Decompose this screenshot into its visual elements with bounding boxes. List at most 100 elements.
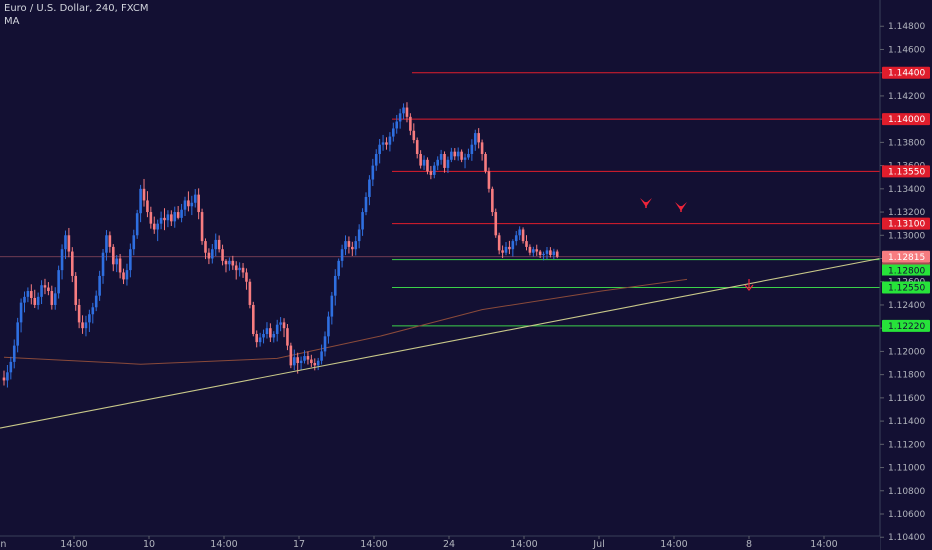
candle-body bbox=[542, 253, 545, 256]
secondary-price-tag: 1.12800 bbox=[888, 267, 925, 277]
candle-body bbox=[74, 275, 78, 305]
x-tick-label: 10 bbox=[143, 539, 155, 550]
candle-body bbox=[463, 157, 467, 160]
y-tick-label: 1.11000 bbox=[888, 464, 925, 474]
candle-body bbox=[200, 212, 204, 242]
candle-body bbox=[429, 171, 433, 175]
candle-body bbox=[262, 333, 265, 338]
candle-body bbox=[504, 246, 508, 253]
candle-body bbox=[412, 130, 416, 141]
level-price-tag: 1.12550 bbox=[888, 284, 925, 294]
candle-body bbox=[43, 285, 47, 288]
candle-body bbox=[456, 151, 460, 157]
candle-body bbox=[415, 140, 419, 154]
candle-body bbox=[426, 159, 429, 172]
candle-body bbox=[272, 333, 276, 338]
candle-body bbox=[327, 316, 330, 337]
candle-body bbox=[19, 302, 23, 323]
candle-body bbox=[292, 357, 296, 366]
candle-body bbox=[9, 361, 13, 373]
level-price-tag: 1.14400 bbox=[888, 69, 925, 79]
candle-body bbox=[50, 291, 54, 305]
candle-body bbox=[402, 107, 405, 114]
candle-body bbox=[183, 200, 187, 210]
candle-body bbox=[545, 250, 549, 254]
candle-body bbox=[115, 258, 118, 265]
candle-body bbox=[340, 249, 344, 261]
candle-body bbox=[77, 304, 81, 323]
candle-body bbox=[33, 297, 37, 305]
candle-body bbox=[320, 351, 323, 361]
candle-body bbox=[392, 128, 395, 137]
current-price-tag-bg bbox=[882, 250, 930, 263]
level-price-tag-bg bbox=[882, 281, 930, 294]
y-tick-label: 1.11200 bbox=[888, 440, 925, 450]
candle-body bbox=[245, 272, 248, 282]
candle-body bbox=[30, 291, 33, 298]
time-axis[interactable]: Jun 14:00 10 14:00 17 14:00 24 14:00 Jul 14:00 8 14… bbox=[0, 535, 880, 550]
candle-body bbox=[6, 372, 9, 381]
level-price-tag: 1.14000 bbox=[888, 115, 925, 125]
trendline-layer bbox=[0, 257, 881, 429]
y-tick-label: 1.12400 bbox=[888, 301, 925, 311]
candle-body bbox=[330, 295, 334, 317]
candle-body bbox=[351, 246, 354, 250]
candle-body bbox=[163, 217, 166, 221]
x-tick-label: 17 bbox=[293, 539, 305, 550]
candle-body bbox=[436, 159, 440, 166]
x-tick-label: 14:00 bbox=[510, 539, 537, 550]
x-tick-label: 14:00 bbox=[360, 539, 387, 550]
candle-body bbox=[221, 249, 224, 261]
candle-body bbox=[443, 153, 446, 168]
candle-body bbox=[432, 165, 436, 175]
candle-body bbox=[275, 324, 279, 334]
candle-body bbox=[450, 151, 453, 160]
y-tick-label: 1.10600 bbox=[888, 510, 925, 520]
candle-body bbox=[118, 258, 122, 273]
candle-body bbox=[286, 328, 289, 346]
candle-body bbox=[333, 275, 337, 296]
candle-body bbox=[255, 333, 259, 343]
y-tick-label: 1.13000 bbox=[888, 231, 925, 241]
candle-body bbox=[419, 153, 422, 166]
candle-body bbox=[361, 212, 364, 230]
candle-body bbox=[231, 260, 235, 266]
candle-body bbox=[514, 235, 518, 242]
candle-body bbox=[94, 295, 98, 308]
candle-body bbox=[538, 251, 542, 256]
candle-body bbox=[535, 249, 539, 252]
candle-body bbox=[374, 153, 378, 166]
candle-body bbox=[122, 272, 125, 280]
candle-body bbox=[269, 328, 272, 338]
candle-body bbox=[344, 241, 347, 250]
candle-body bbox=[316, 360, 320, 366]
candle-body bbox=[207, 252, 211, 259]
candle-body bbox=[173, 212, 177, 222]
candle-body bbox=[405, 107, 409, 117]
x-tick-label: 14:00 bbox=[60, 539, 87, 550]
moving-average-line bbox=[3, 278, 688, 365]
x-tick-label: 14:00 bbox=[660, 539, 687, 550]
candle-body bbox=[152, 223, 156, 230]
candle-body bbox=[135, 213, 139, 236]
x-tick-label: 24 bbox=[443, 539, 455, 550]
y-tick-label: 1.10400 bbox=[888, 533, 925, 543]
candle-body bbox=[16, 322, 19, 346]
candle-body bbox=[88, 314, 91, 323]
candle-body bbox=[364, 196, 368, 213]
candle-body bbox=[166, 214, 170, 221]
price-axis[interactable]: 1.14800 1.14600 1.14400 1.14200 1.14000 1.138… bbox=[879, 0, 932, 550]
trendline bbox=[0, 257, 881, 429]
indicator-label[interactable]: MA bbox=[4, 16, 20, 27]
candle-body bbox=[555, 251, 559, 257]
candle-body bbox=[12, 345, 16, 362]
candle-body bbox=[241, 267, 245, 273]
candle-body bbox=[197, 194, 200, 213]
candle-body bbox=[388, 136, 392, 145]
candle-body bbox=[303, 356, 306, 361]
candle-body bbox=[532, 249, 535, 253]
candle-body bbox=[491, 188, 494, 213]
candle-body bbox=[204, 241, 207, 253]
candle-body bbox=[282, 322, 286, 329]
